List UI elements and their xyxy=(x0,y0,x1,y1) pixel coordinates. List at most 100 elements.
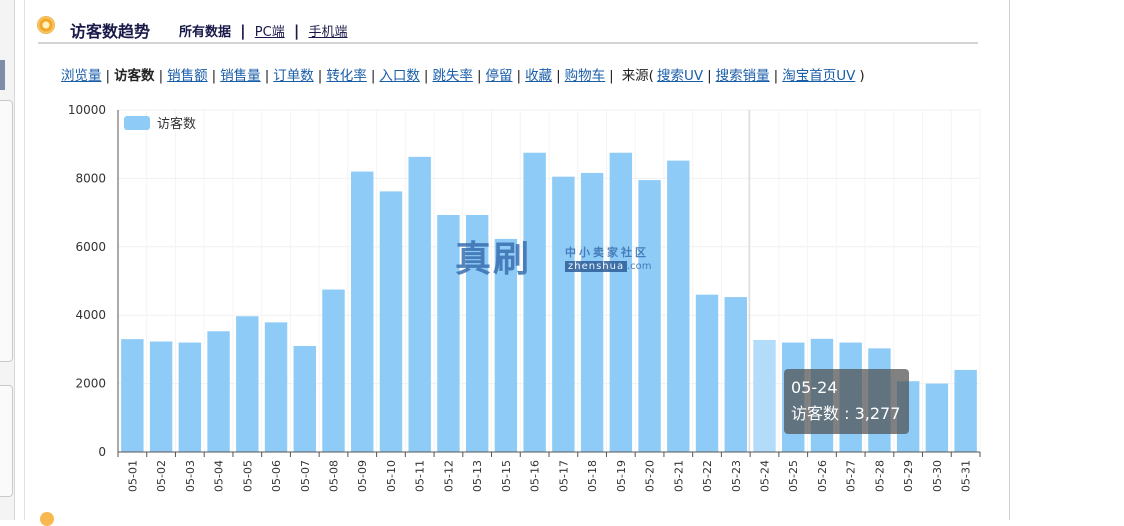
x-tick-label: 05-25 xyxy=(787,460,800,492)
bar-05-20[interactable] xyxy=(638,180,661,453)
x-tick-label: 05-26 xyxy=(816,460,829,492)
x-tick-label: 05-09 xyxy=(356,460,369,492)
x-tick-label: 05-18 xyxy=(586,460,599,492)
metric-sales-volume[interactable]: 销售量 xyxy=(220,68,261,84)
metric-sales-amount[interactable]: 销售额 xyxy=(167,68,208,84)
bar-05-15[interactable] xyxy=(494,238,518,452)
legend-label: 访客数 xyxy=(157,116,196,132)
metric-stay[interactable]: 停留 xyxy=(485,68,513,84)
y-tick-label: 6000 xyxy=(75,240,106,254)
metric-cart[interactable]: 购物车 xyxy=(564,68,606,84)
x-tick-label: 05-07 xyxy=(299,460,312,492)
bar-05-08[interactable] xyxy=(322,289,345,452)
bar-05-11[interactable] xyxy=(408,156,431,452)
x-tick-label: 05-04 xyxy=(213,460,226,492)
x-tick-label: 05-29 xyxy=(902,460,915,492)
tooltip-value: 访客数 : 3,277 xyxy=(791,404,901,423)
bar-05-30[interactable] xyxy=(925,383,949,452)
source-search-sales[interactable]: 搜索销量 xyxy=(715,68,770,84)
x-tick-label: 05-16 xyxy=(529,460,542,492)
x-tick-label: 05-08 xyxy=(328,460,341,492)
watermark-main-text: 真刷 xyxy=(455,238,532,280)
bar-05-02[interactable] xyxy=(149,341,173,452)
bar-05-22[interactable] xyxy=(695,294,719,452)
x-tick-label: 05-13 xyxy=(471,460,484,492)
chart-legend[interactable]: 访客数 xyxy=(124,116,196,132)
x-tick-label: 05-21 xyxy=(672,460,685,492)
bar-05-10[interactable] xyxy=(379,191,403,452)
bar-05-18[interactable] xyxy=(580,172,604,452)
bar-05-09[interactable] xyxy=(351,171,374,452)
bar-05-13[interactable] xyxy=(465,214,489,452)
x-tick-label: 05-01 xyxy=(126,460,139,492)
bar-05-06[interactable] xyxy=(264,322,288,452)
x-tick-label: 05-06 xyxy=(270,460,283,492)
bar-05-07[interactable] xyxy=(293,345,316,452)
x-tick-label: 05-28 xyxy=(873,460,886,492)
metric-bounce-rate[interactable]: 跳失率 xyxy=(432,68,473,84)
x-tick-label: 05-03 xyxy=(184,460,197,492)
y-tick-label: 2000 xyxy=(75,377,106,391)
bar-05-31[interactable] xyxy=(954,369,977,452)
x-tick-label: 05-05 xyxy=(241,460,254,492)
legend-swatch xyxy=(124,116,150,130)
bar-05-17[interactable] xyxy=(552,176,575,452)
y-tick-label: 4000 xyxy=(75,308,106,322)
x-tick-label: 05-27 xyxy=(845,460,858,492)
y-tick-label: 0 xyxy=(98,445,106,459)
x-tick-label: 05-11 xyxy=(414,460,427,492)
section-header: 访客数趋势 所有数据 | PC端 | 手机端 xyxy=(38,14,978,44)
metric-orders[interactable]: 订单数 xyxy=(273,68,314,84)
chart-tooltip: 05-24 访客数 : 3,277 xyxy=(784,369,909,434)
bar-05-03[interactable] xyxy=(178,342,202,452)
x-tick-label: 05-30 xyxy=(931,460,944,492)
metric-conversion[interactable]: 转化率 xyxy=(326,68,367,84)
x-tick-label: 05-23 xyxy=(730,460,743,492)
x-tick-label: 05-10 xyxy=(385,460,398,492)
tab-pc[interactable]: PC端 xyxy=(254,25,285,40)
y-tick-label: 8000 xyxy=(75,171,106,185)
scope-tabs: 所有数据 | PC端 | 手机端 xyxy=(179,21,347,40)
tab-separator: | xyxy=(293,22,300,40)
bar-05-16[interactable] xyxy=(523,152,546,452)
watermark-url: zhenshua xyxy=(565,261,628,272)
bar-05-12[interactable] xyxy=(437,214,460,452)
source-search-uv[interactable]: 搜索UV xyxy=(656,68,704,84)
bar-05-05[interactable] xyxy=(236,316,259,452)
x-tick-label: 05-19 xyxy=(615,460,628,492)
x-tick-label: 05-24 xyxy=(759,460,772,492)
bar-05-21[interactable] xyxy=(667,160,690,452)
x-tick-label: 05-12 xyxy=(442,460,455,492)
watermark-logo: 真刷 中小卖家社区 zhenshua .com xyxy=(455,237,685,287)
x-tick-label: 05-17 xyxy=(557,460,570,492)
x-tick-label: 05-31 xyxy=(960,460,973,492)
bar-05-04[interactable] xyxy=(207,331,230,452)
left-edge-box xyxy=(0,385,13,497)
watermark-sub-text: 中小卖家社区 xyxy=(565,246,649,259)
x-tick-label: 05-02 xyxy=(155,460,168,492)
bar-05-23[interactable] xyxy=(724,297,747,452)
metric-entries[interactable]: 入口数 xyxy=(379,68,420,84)
y-tick-label: 10000 xyxy=(68,103,106,117)
tab-all-data[interactable]: 所有数据 xyxy=(179,25,232,40)
bar-05-24[interactable] xyxy=(753,339,776,452)
metric-selector: 浏览量 | 访客数 | 销售额 | 销售量 | 订单数 | 转化率 | 入口数 | 跳失率 | 停留 | 收藏 | 购物… xyxy=(61,68,865,84)
left-edge-marker xyxy=(0,60,5,90)
source-taobao-home-uv[interactable]: 淘宝首页UV xyxy=(782,68,856,84)
tab-mobile[interactable]: 手机端 xyxy=(308,25,348,40)
bar-05-01[interactable] xyxy=(121,339,144,452)
tooltip-date: 05-24 xyxy=(791,378,838,397)
x-tick-label: 05-15 xyxy=(500,460,513,492)
content-frame xyxy=(24,0,1010,520)
metric-favorites[interactable]: 收藏 xyxy=(525,68,553,84)
orange-bullet-icon xyxy=(38,17,54,33)
metric-pageviews[interactable]: 浏览量 xyxy=(61,68,102,84)
left-edge-box xyxy=(0,100,13,362)
header-divider xyxy=(38,42,978,44)
metric-visitors[interactable]: 访客数 xyxy=(114,68,155,84)
x-tick-label: 05-22 xyxy=(701,460,714,492)
page-title: 访客数趋势 xyxy=(70,22,151,41)
bar-05-19[interactable] xyxy=(609,152,633,452)
x-tick-label: 05-20 xyxy=(644,460,657,492)
